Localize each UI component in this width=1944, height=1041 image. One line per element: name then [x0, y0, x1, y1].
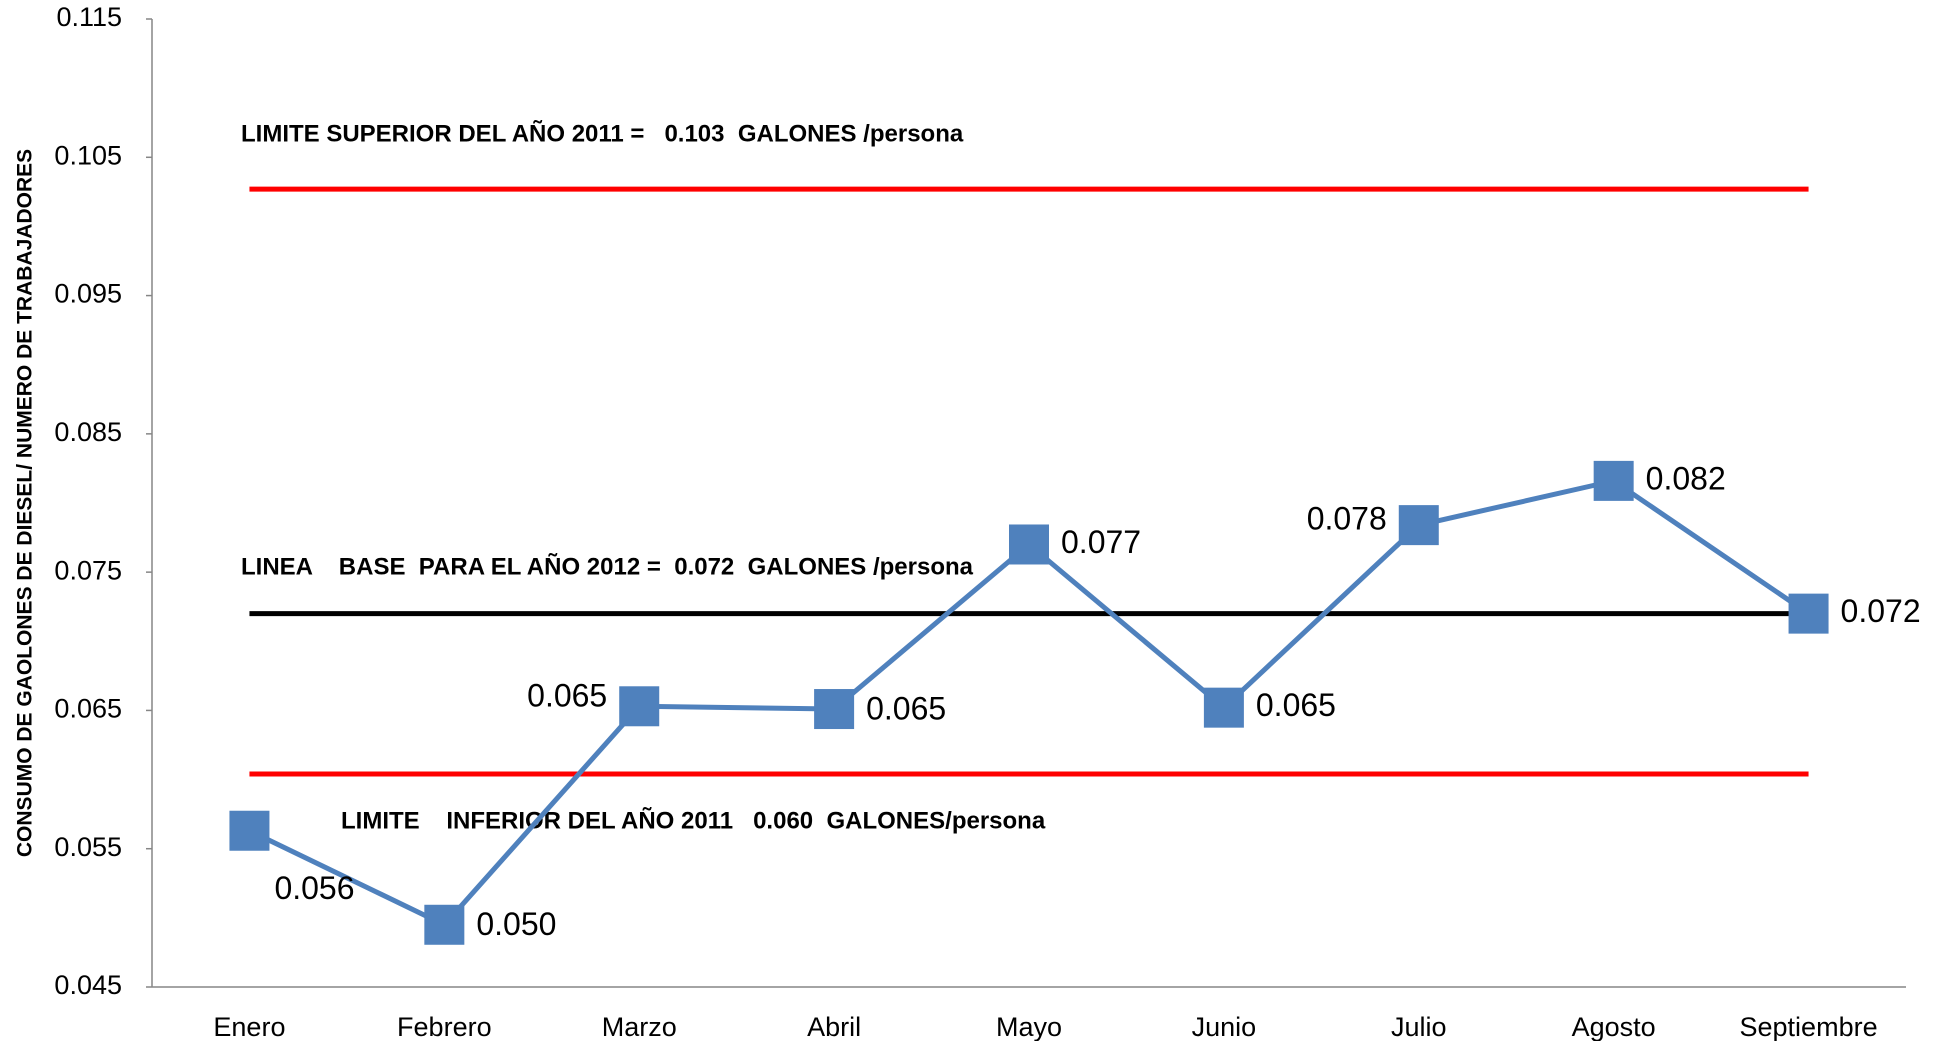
data-label: 0.065 — [527, 678, 607, 714]
data-marker — [424, 904, 465, 945]
y-tick-label: 0.055 — [54, 832, 122, 862]
data-label: 0.050 — [476, 906, 556, 942]
y-tick-label: 0.075 — [54, 555, 122, 585]
x-tick-label: Julio — [1391, 1012, 1447, 1041]
reference-label: LIMITE SUPERIOR DEL AÑO 2011 = 0.103 GAL… — [241, 119, 964, 147]
x-tick-label: Febrero — [397, 1012, 492, 1041]
y-tick-label: 0.065 — [54, 694, 122, 724]
data-marker — [1593, 460, 1634, 501]
data-marker — [1203, 687, 1244, 728]
data-label: 0.056 — [274, 870, 354, 906]
x-tick-label: Abril — [807, 1012, 861, 1041]
data-label: 0.077 — [1061, 524, 1141, 560]
y-tick-label: 0.105 — [54, 140, 122, 170]
y-axis-title: CONSUMO DE GAOLONES DE DIESEL/ NUMERO DE… — [14, 149, 37, 857]
y-tick-label: 0.045 — [54, 970, 122, 1000]
data-label: 0.065 — [1256, 687, 1336, 723]
x-tick-label: Junio — [1192, 1012, 1257, 1041]
y-tick-label: 0.095 — [54, 279, 122, 309]
y-tick-label: 0.115 — [56, 2, 122, 32]
x-tick-label: Mayo — [996, 1012, 1062, 1041]
data-marker — [229, 810, 270, 851]
data-marker — [814, 689, 855, 730]
reference-label: LINEA BASE PARA EL AÑO 2012 = 0.072 GALO… — [241, 552, 974, 580]
data-label: 0.065 — [866, 690, 946, 726]
x-tick-label: Enero — [213, 1012, 285, 1041]
x-tick-label: Septiembre — [1740, 1012, 1878, 1041]
data-label: 0.072 — [1841, 593, 1921, 629]
data-marker — [619, 686, 660, 727]
x-tick-label: Agosto — [1572, 1012, 1656, 1041]
data-marker — [1398, 505, 1439, 546]
data-label: 0.082 — [1646, 460, 1726, 496]
data-label: 0.078 — [1307, 501, 1387, 537]
data-marker — [1788, 593, 1829, 634]
y-tick-label: 0.085 — [54, 417, 122, 447]
data-marker — [1009, 524, 1049, 565]
reference-label: LIMITE INFERIOR DEL AÑO 2011 0.060 GALON… — [341, 806, 1046, 834]
x-tick-label: Marzo — [602, 1012, 677, 1041]
